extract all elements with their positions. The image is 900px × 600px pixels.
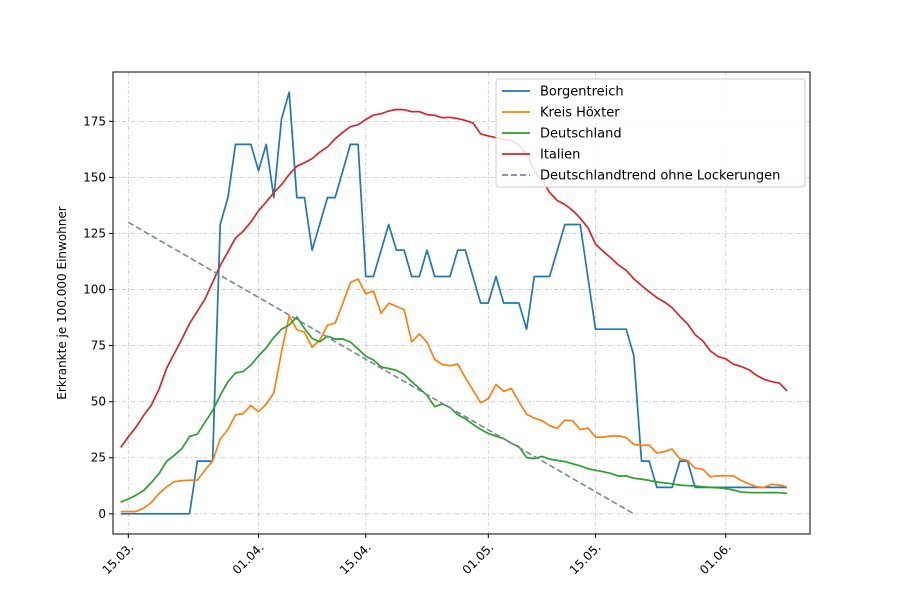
legend-box (495, 78, 806, 188)
y-tick-label: 125 (83, 226, 106, 240)
series-line-0 (120, 91, 787, 515)
legend-label: Borgentreich (540, 85, 624, 100)
y-tick-label: 0 (98, 507, 106, 521)
legend: Borgentreich Kreis Höxter Deutschland Itali… (495, 78, 806, 188)
y-tick-label: 75 (91, 339, 106, 353)
series-line-1 (120, 278, 788, 513)
legend-label: Kreis Höxter (540, 106, 620, 121)
series-line-3 (120, 108, 788, 448)
y-tick-label: 50 (91, 395, 106, 409)
y-axis-ticks: 0 25 50 75 100 125 150 175 (83, 114, 113, 521)
legend-label: Deutschlandtrend ohne Lockerungen (540, 169, 780, 184)
y-tick-label: 150 (83, 170, 106, 184)
y-tick-label: 100 (83, 283, 106, 297)
legend-label: Deutschland (540, 127, 622, 142)
legend-label: Italien (540, 148, 580, 163)
y-tick-label: 175 (83, 114, 106, 128)
series-line-4 (127, 221, 635, 515)
y-axis-label: Erkrankte je 100.000 Einwohner (55, 206, 69, 399)
series-line-2 (120, 316, 788, 503)
plot-frame (112, 71, 811, 535)
series-lines (120, 91, 788, 515)
y-tick-label: 25 (91, 451, 106, 465)
